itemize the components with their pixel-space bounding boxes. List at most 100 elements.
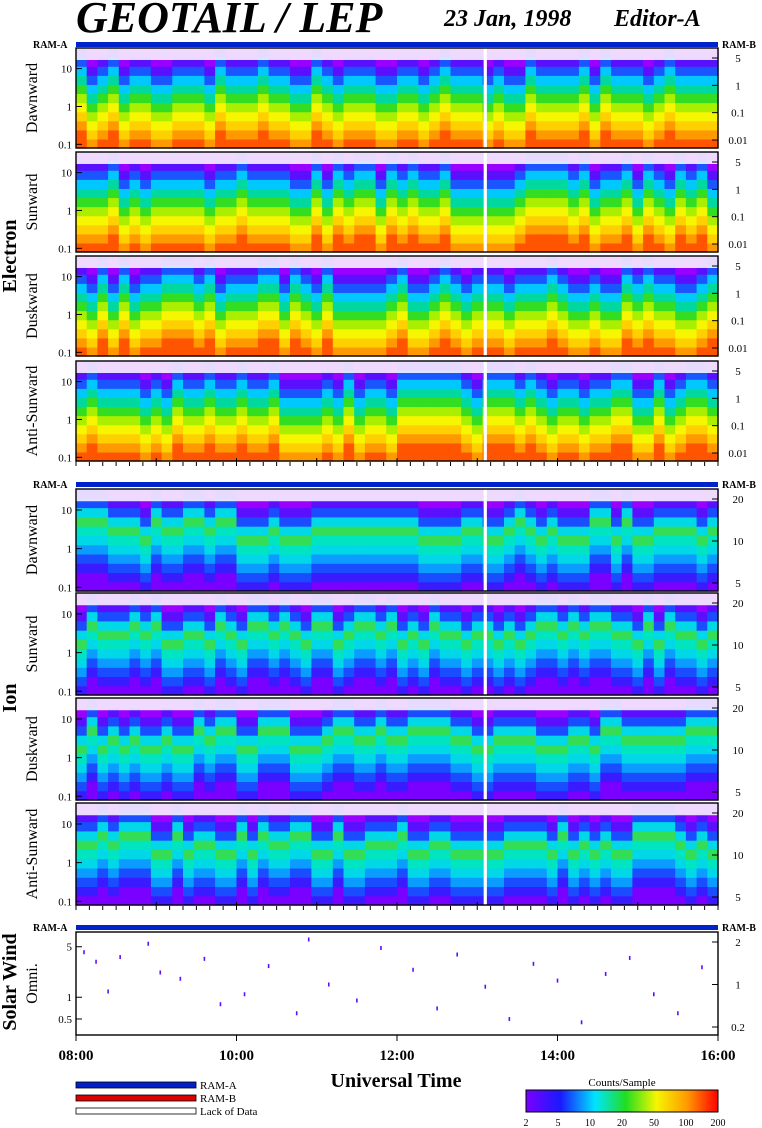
spectrogram-cell <box>407 138 419 149</box>
spectrogram-cell <box>450 442 462 453</box>
spectrogram-cell <box>600 161 612 171</box>
spectrogram-cell <box>300 812 312 823</box>
spectrogram-cell <box>247 265 259 275</box>
left-tick-label: 0.1 <box>58 452 72 464</box>
spectrogram-cell <box>429 620 441 631</box>
spectrogram-cell <box>247 716 259 727</box>
spectrogram-cell <box>215 274 227 284</box>
spectrogram-cell <box>76 75 88 85</box>
spectrogram-cell <box>108 685 120 696</box>
spectrogram-cell <box>364 188 377 199</box>
spectrogram-cell <box>108 274 120 284</box>
spectrogram-cell <box>418 535 430 546</box>
spectrogram-cell <box>247 397 259 408</box>
spectrogram-cell <box>621 120 633 131</box>
spectrogram-cell <box>129 840 141 850</box>
spectrogram-cell <box>525 129 537 140</box>
spectrogram-cell <box>407 667 419 678</box>
spectrogram-cell <box>193 233 205 244</box>
spectrogram-cell <box>471 735 484 745</box>
spectrogram-cell <box>439 507 452 518</box>
spectrogram-cell <box>204 66 216 76</box>
spectrogram-cell <box>183 648 195 659</box>
spectrogram-cell <box>76 821 88 832</box>
spectrogram-cell <box>557 301 569 312</box>
spectrogram-cell <box>322 563 334 574</box>
spectrogram-cell <box>76 572 88 583</box>
spectrogram-cell <box>150 433 163 444</box>
spectrogram-cell <box>140 310 152 321</box>
spectrogram-cell <box>300 337 312 348</box>
spectrogram-cell <box>696 206 708 217</box>
spectrogram-cell <box>397 507 409 518</box>
spectrogram-cell <box>129 75 141 85</box>
spectrogram-cell <box>183 630 195 640</box>
spectrogram-cell <box>76 535 88 546</box>
spectrogram-cell <box>364 310 377 321</box>
spectrogram-cell <box>183 179 195 189</box>
spectrogram-cell <box>482 138 494 149</box>
spectrogram-cell <box>183 772 195 783</box>
spectrogram-cell <box>439 433 452 444</box>
spectrogram-cell <box>354 397 366 408</box>
spectrogram-cell <box>611 611 623 622</box>
spectrogram-cell <box>161 188 173 199</box>
spectrogram-cell <box>664 233 676 244</box>
spectrogram-cell <box>653 283 666 293</box>
spectrogram-cell <box>76 337 88 348</box>
spectrogram-cell <box>108 111 120 122</box>
spectrogram-cell <box>696 498 708 509</box>
spectrogram-cell <box>568 667 580 678</box>
spectrogram-cell <box>450 265 462 275</box>
spectrogram-cell <box>461 415 473 426</box>
spectrogram-cell <box>290 630 302 640</box>
spectrogram-cell <box>557 620 569 631</box>
spectrogram-cell <box>311 215 323 226</box>
spectrogram-cell <box>386 188 398 199</box>
spectrogram-cell <box>407 781 419 792</box>
spectrogram-cell <box>482 197 494 208</box>
spectrogram-cell <box>429 179 441 189</box>
spectrogram-cell <box>589 397 601 408</box>
spectrogram-cell <box>611 310 623 321</box>
spectrogram-cell <box>172 735 184 745</box>
spectrogram-cell <box>150 319 163 330</box>
spectrogram-cell <box>322 170 334 180</box>
spectrogram-cell <box>482 170 494 180</box>
spectrogram-cell <box>707 563 719 574</box>
spectrogram-cell <box>225 544 238 555</box>
spectrogram-cell <box>150 310 163 321</box>
spectrogram-cell <box>450 170 462 180</box>
spectrogram-cell <box>204 337 216 348</box>
spectrogram-cell <box>86 442 98 453</box>
spectrogram-cell <box>268 138 280 149</box>
spectrogram-cell <box>653 206 666 217</box>
spectrogram-cell <box>482 553 494 564</box>
spectrogram-cell <box>621 424 633 435</box>
spectrogram-cell <box>354 611 366 622</box>
spectrogram-cell <box>322 725 334 736</box>
spectrogram-cell <box>215 553 227 564</box>
spectrogram-cell <box>76 406 88 417</box>
spectrogram-cell <box>311 415 323 426</box>
spectrogram-cell <box>664 762 676 773</box>
spectrogram-cell <box>504 370 516 380</box>
spectrogram-cell <box>450 111 462 122</box>
spectrogram-cell <box>193 821 205 832</box>
spectrogram-cell <box>493 581 505 592</box>
spectrogram-cell <box>546 102 559 113</box>
spectrogram-cell <box>247 790 259 801</box>
spectrogram-cell <box>685 66 698 76</box>
spectrogram-cell <box>514 657 526 668</box>
spectrogram-cell <box>493 753 505 764</box>
spectrogram-cell <box>696 648 708 659</box>
spectrogram-cell <box>161 84 173 95</box>
spectrogram-cell <box>300 716 312 727</box>
spectrogram-cell <box>215 57 227 67</box>
spectrogram-cell <box>429 572 441 583</box>
spectrogram-cell <box>482 75 494 85</box>
spectrogram-cell <box>685 84 698 95</box>
spectrogram-cell <box>97 388 109 398</box>
spectrogram-cell <box>150 830 163 841</box>
spectrogram-cell <box>118 849 131 860</box>
